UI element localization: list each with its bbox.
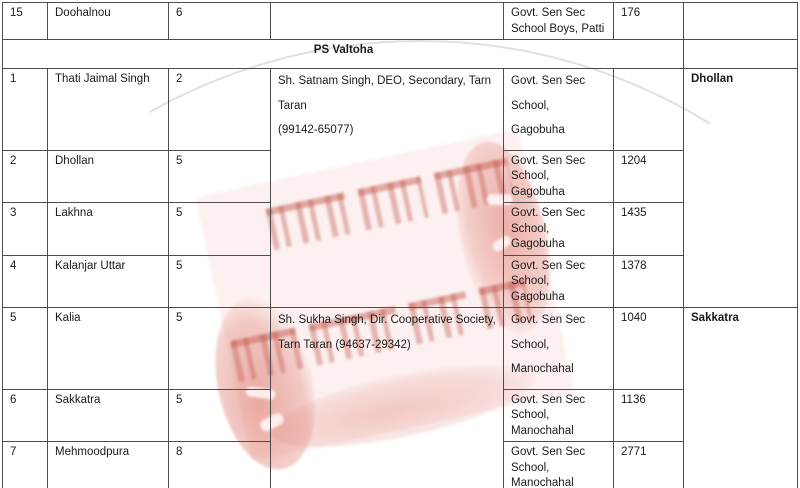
contact-line: Tarn Taran (94637-29342) <box>278 338 411 351</box>
cell-qty: 5 <box>168 202 271 256</box>
cell-strength: 1204 <box>613 149 684 203</box>
table-row: 1 Thati Jaimal Singh 2 Sh. Satnam Singh,… <box>2 68 798 308</box>
school-line: Gagobuha <box>511 185 565 198</box>
cell-sno: 7 <box>2 441 48 488</box>
table-row: 5 Kalia 5 Sh. Sukha Singh, Dir. Cooperat… <box>2 307 798 488</box>
school-line: School, <box>511 170 550 182</box>
school-line: School, <box>511 461 550 474</box>
school-line: Govt. Sen Sec <box>511 259 586 272</box>
cell-village-name: Lakhna <box>47 202 169 256</box>
cell-strength: 1040 <box>613 307 684 390</box>
cell-group-empty <box>683 39 798 69</box>
cell-village-name: Thati Jaimal Singh <box>47 68 169 151</box>
cell-sno: 15 <box>2 2 48 40</box>
cell-strength: 176 <box>613 2 684 40</box>
table-row-15: 15 Doohalnou 6 Govt. Sen Sec School Boys… <box>2 2 798 40</box>
cell-school: Govt. Sen Sec School, Gagobuha <box>503 202 614 256</box>
cell-contact-empty <box>270 2 504 40</box>
school-line: Gagobuha <box>511 124 565 136</box>
cell-group-label: Dhollan <box>683 68 798 308</box>
cell-school: Govt. Sen Sec School, Manochahal <box>503 441 614 488</box>
school-line: Govt. Sen Sec <box>511 446 586 458</box>
cell-school: Govt. Sen Sec School, Manochahal <box>503 388 614 442</box>
cell-contact: Sh. Sukha Singh, Dir. Cooperative Societ… <box>270 307 504 488</box>
school-line: Gagobuha <box>511 290 565 303</box>
cell-village-name: Kalia <box>47 307 169 390</box>
cell-qty: 5 <box>168 307 271 390</box>
cell-school: Govt. Sen Sec School Boys, Patti <box>503 2 614 40</box>
school-line: Manochahal <box>511 424 574 437</box>
cell-strength: 1136 <box>613 388 684 442</box>
cell-qty: 5 <box>168 149 271 203</box>
contact-line: (99142-65077) <box>278 124 354 136</box>
cell-sno: 4 <box>2 254 48 308</box>
cell-contact: Sh. Satnam Singh, DEO, Secondary, Tarn T… <box>270 68 504 308</box>
school-line: School, <box>511 99 550 112</box>
cell-sno: 5 <box>2 307 48 390</box>
cell-village-name: Sakkatra <box>47 388 169 442</box>
cell-sno: 3 <box>2 202 48 256</box>
cell-sno: 6 <box>2 388 48 442</box>
cell-village-name: Kalanjar Uttar <box>47 254 169 308</box>
cell-qty: 5 <box>168 388 271 442</box>
school-line: Govt. Sen Sec <box>511 393 586 406</box>
section-title: PS Valtoha <box>2 39 684 69</box>
cell-qty: 6 <box>168 2 271 40</box>
cell-village-name: Dhollan <box>47 149 169 203</box>
cell-strength: 1378 <box>613 254 684 308</box>
contact-line: Sh. Satnam Singh, DEO, Secondary, Tarn <box>278 75 492 87</box>
section-header-row: PS Valtoha <box>2 39 798 69</box>
cell-school: Govt. Sen Sec School, Gagobuha <box>503 254 614 308</box>
cell-school: Govt. Sen Sec School, Gagobuha <box>503 68 614 151</box>
school-line: Govt. Sen Sec <box>511 7 586 19</box>
table-row: 7 Mehmoodpura 8 Govt. Sen Sec School, Ma… <box>2 441 798 488</box>
cell-strength: 2771 <box>613 441 684 488</box>
cell-group-empty <box>683 2 798 40</box>
cell-strength <box>613 68 684 151</box>
school-line: Gagobuha <box>511 238 565 250</box>
cell-village-name: Mehmoodpura <box>47 441 169 488</box>
contact-line: Taran <box>278 99 307 112</box>
cell-school: Govt. Sen Sec School, Manochahal <box>503 307 614 390</box>
school-line: Govt. Sen Sec <box>511 75 586 87</box>
cell-village-name: Doohalnou <box>47 2 169 40</box>
cell-group-label: Sakkatra <box>683 307 798 488</box>
school-line: School, <box>511 409 550 421</box>
cell-sno: 1 <box>2 68 48 151</box>
cell-qty: 2 <box>168 68 271 151</box>
contact-line: Sh. Sukha Singh, Dir. Cooperative Societ… <box>278 314 496 326</box>
school-line: Govt. Sen Sec <box>511 314 586 326</box>
cell-strength: 1435 <box>613 202 684 256</box>
cell-qty: 8 <box>168 441 271 488</box>
school-line: Govt. Sen Sec <box>511 154 586 167</box>
cell-sno: 2 <box>2 149 48 203</box>
school-line: Manochahal <box>511 363 574 375</box>
school-line: Govt. Sen Sec <box>511 207 586 219</box>
cell-qty: 5 <box>168 254 271 308</box>
school-line: School, <box>511 338 550 351</box>
school-line: Manochahal <box>511 477 574 488</box>
school-line: School, <box>511 222 550 235</box>
school-line: School, <box>511 275 550 287</box>
school-line: School Boys, Patti <box>511 22 605 35</box>
cell-school: Govt. Sen Sec School, Gagobuha <box>503 149 614 203</box>
